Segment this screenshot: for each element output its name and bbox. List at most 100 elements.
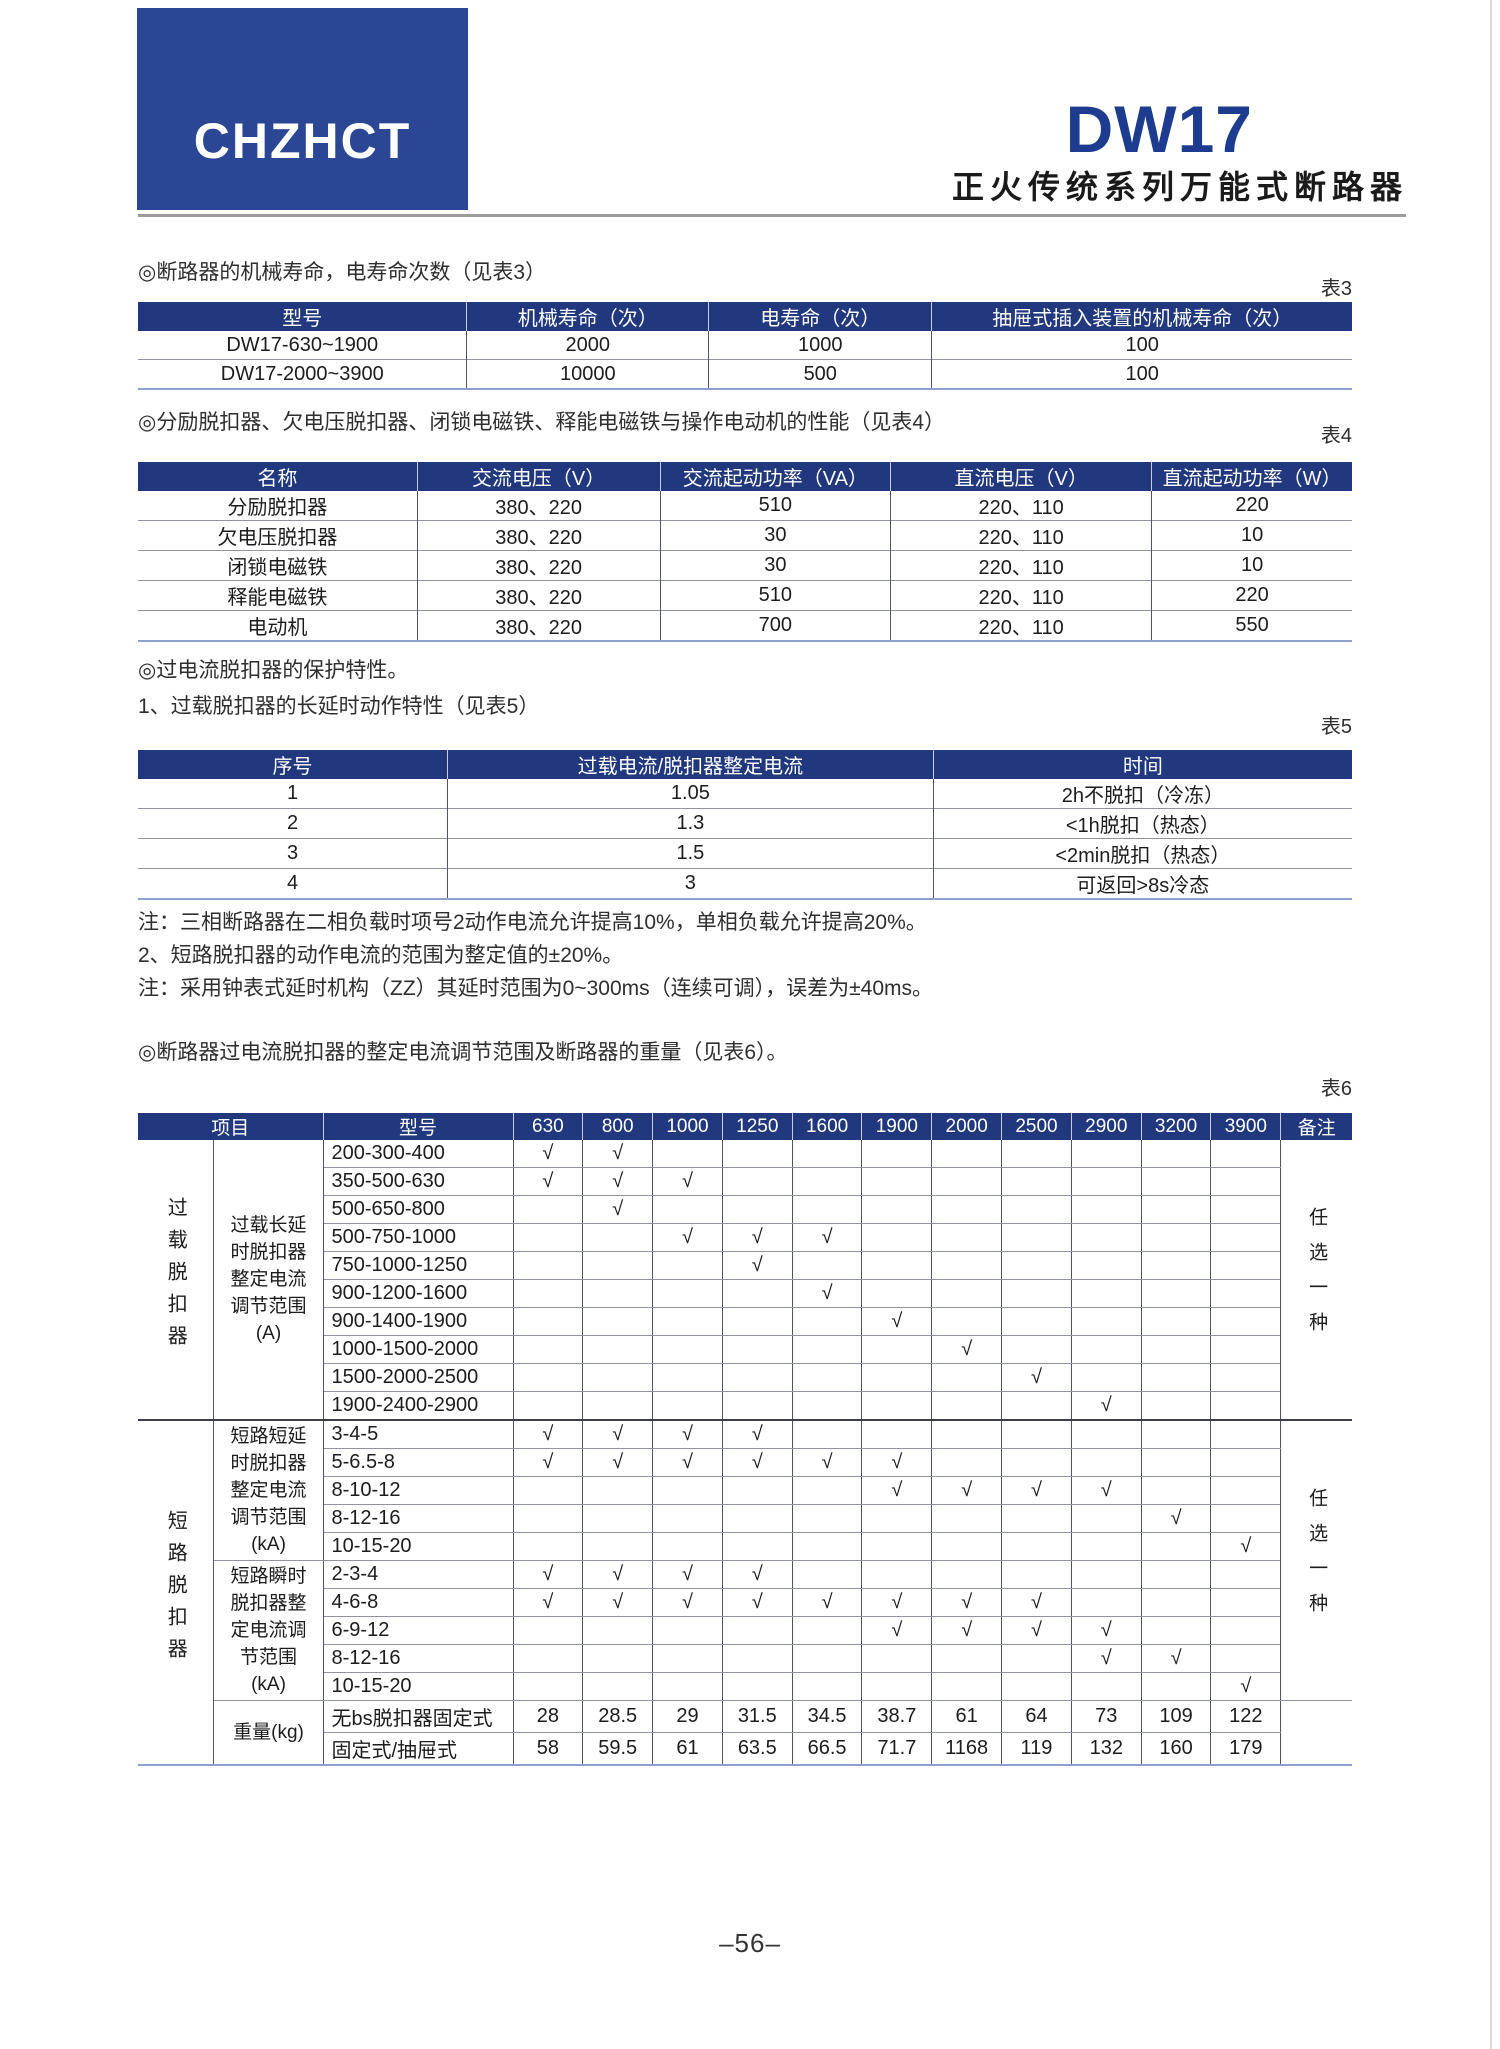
value-cell: 119 — [1001, 1732, 1072, 1766]
model-cell: 8-12-16 — [323, 1644, 514, 1673]
cell: 500 — [708, 359, 933, 390]
check-cell — [652, 1279, 723, 1308]
check-cell — [792, 1476, 863, 1505]
value-cell: 1168 — [931, 1732, 1003, 1766]
note-2: 2、短路脱扣器的动作电流的范围为整定值的±20%。 — [138, 944, 624, 967]
cell: 2 — [138, 808, 449, 839]
check-cell — [1141, 1391, 1212, 1421]
check-cell — [722, 1644, 793, 1673]
value-cell: 122 — [1210, 1700, 1282, 1733]
table-row: 1 1.05 2h不脱扣（冷冻） — [138, 779, 1352, 809]
table-row: 闭锁电磁铁 380、220 30 220、110 10 — [138, 550, 1352, 581]
check-cell — [513, 1672, 584, 1701]
table-row: 500-750-1000 √ √ √ — [138, 1223, 1352, 1252]
check-cell — [1071, 1223, 1142, 1252]
model-cell: 350-500-630 — [323, 1167, 514, 1196]
check-cell: √ — [652, 1588, 723, 1617]
check-cell — [1141, 1532, 1212, 1561]
check-cell: √ — [861, 1588, 933, 1617]
cell: 3 — [138, 838, 449, 869]
table-row: 8-12-16 √ — [138, 1504, 1352, 1533]
model-cell: 无bs脱扣器固定式 — [323, 1700, 514, 1733]
cell: 700 — [660, 610, 892, 642]
value-cell: 61 — [931, 1700, 1003, 1733]
cell: 220 — [1151, 580, 1352, 611]
check-cell — [792, 1195, 863, 1224]
check-cell: √ — [1071, 1644, 1142, 1673]
check-cell — [861, 1223, 933, 1252]
check-cell — [861, 1644, 933, 1673]
check-cell: √ — [513, 1167, 584, 1196]
check-cell — [792, 1616, 863, 1645]
header-cell: 备注 — [1280, 1113, 1352, 1140]
model-cell: 750-1000-1250 — [323, 1251, 514, 1280]
cell: 220、110 — [890, 580, 1153, 611]
table-row: 900-1400-1900 √ — [138, 1307, 1352, 1336]
check-cell — [722, 1391, 793, 1421]
header-cell: 1000 — [652, 1113, 723, 1140]
check-cell — [1141, 1560, 1212, 1589]
model-cell: 200-300-400 — [323, 1140, 514, 1168]
value-cell: 63.5 — [722, 1732, 793, 1766]
check-cell: √ — [513, 1588, 584, 1617]
check-cell: √ — [1071, 1391, 1142, 1421]
check-cell — [931, 1167, 1003, 1196]
header-cell: 3900 — [1210, 1113, 1282, 1140]
check-cell: √ — [582, 1448, 654, 1477]
check-cell — [722, 1195, 793, 1224]
check-cell — [931, 1391, 1003, 1421]
cell: 3 — [447, 868, 934, 900]
table-longdelay: 序号 过载电流/脱扣器整定电流 时间 1 1.05 2h不脱扣（冷冻） 2 1.3 <1h脱… — [138, 750, 1352, 900]
table-row: 重量(kg) 无bs脱扣器固定式 28 28.5 29 31.5 34.5 38.7 61 6… — [138, 1700, 1352, 1766]
check-cell: √ — [582, 1420, 654, 1449]
check-cell — [1001, 1672, 1072, 1701]
header-cell: 2900 — [1071, 1113, 1142, 1140]
table-life: 型号 机械寿命（次） 电寿命（次） 抽屉式插入装置的机械寿命（次） DW17-630~… — [138, 302, 1352, 390]
check-cell — [513, 1644, 584, 1673]
section-subtitle-longdelay: 1、过载脱扣器的长延时动作特性（见表5） — [138, 695, 540, 718]
value-cell: 58 — [513, 1732, 584, 1766]
note-3: 注：采用钟表式延时机构（ZZ）其延时范围为0~300ms（连续可调），误差为±4… — [138, 977, 934, 1000]
check-cell — [861, 1391, 933, 1421]
page-edge-line — [1490, 0, 1492, 2049]
check-cell: √ — [1001, 1363, 1072, 1392]
check-cell: √ — [722, 1560, 793, 1589]
cell: <1h脱扣（热态） — [933, 808, 1352, 839]
model-cell: 10-15-20 — [323, 1672, 514, 1701]
header-cell: 名称 — [138, 462, 418, 491]
check-cell — [582, 1672, 654, 1701]
section-title-release: ◎分励脱扣器、欠电压脱扣器、闭锁电磁铁、释能电磁铁与操作电动机的性能（见表4） — [138, 411, 945, 434]
check-cell — [1001, 1644, 1072, 1673]
cell: 220、110 — [890, 491, 1153, 521]
table-settings-weight: 项目 型号 630 800 1000 1250 1600 1900 2000 2500 2900… — [138, 1113, 1352, 1766]
check-cell — [722, 1167, 793, 1196]
check-cell — [513, 1616, 584, 1645]
table-row: 电动机 380、220 700 220、110 550 — [138, 610, 1352, 642]
value-cell: 59.5 — [582, 1732, 654, 1766]
table-row: 短路瞬时 脱扣器整 定电流调 节范围 (kA) 2-3-4 √ √ √ √ — [138, 1560, 1352, 1701]
header-cell: 直流电压（V） — [890, 462, 1153, 491]
check-cell: √ — [861, 1476, 933, 1505]
cell: DW17-630~1900 — [138, 331, 468, 360]
table6-label: 表6 — [1320, 1078, 1352, 1100]
check-cell: √ — [1071, 1476, 1142, 1505]
check-cell — [1001, 1532, 1072, 1561]
check-cell — [931, 1504, 1003, 1533]
table-row: 2 1.3 <1h脱扣（热态） — [138, 808, 1352, 839]
check-cell — [513, 1363, 584, 1392]
brand-logo: CHZHCT — [137, 8, 468, 210]
check-cell — [1141, 1616, 1212, 1645]
check-cell — [722, 1140, 793, 1168]
check-cell: √ — [1001, 1616, 1072, 1645]
model-cell: 500-650-800 — [323, 1195, 514, 1224]
check-cell: √ — [861, 1307, 933, 1336]
check-cell — [861, 1335, 933, 1364]
footer-page-number: –56– — [719, 1928, 781, 1958]
check-cell — [1141, 1195, 1212, 1224]
cell: 可返回>8s冷态 — [933, 868, 1352, 900]
check-cell: √ — [652, 1420, 723, 1449]
check-cell — [513, 1391, 584, 1421]
table-row: 500-650-800 √ — [138, 1195, 1352, 1224]
header-cell: 1600 — [792, 1113, 863, 1140]
